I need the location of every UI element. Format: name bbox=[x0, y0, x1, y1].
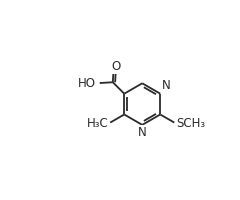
Text: H₃C: H₃C bbox=[87, 117, 109, 130]
Text: N: N bbox=[138, 126, 147, 139]
Text: SCH₃: SCH₃ bbox=[176, 117, 205, 130]
Text: O: O bbox=[111, 60, 120, 73]
Text: HO: HO bbox=[78, 77, 96, 90]
Text: N: N bbox=[162, 79, 171, 92]
